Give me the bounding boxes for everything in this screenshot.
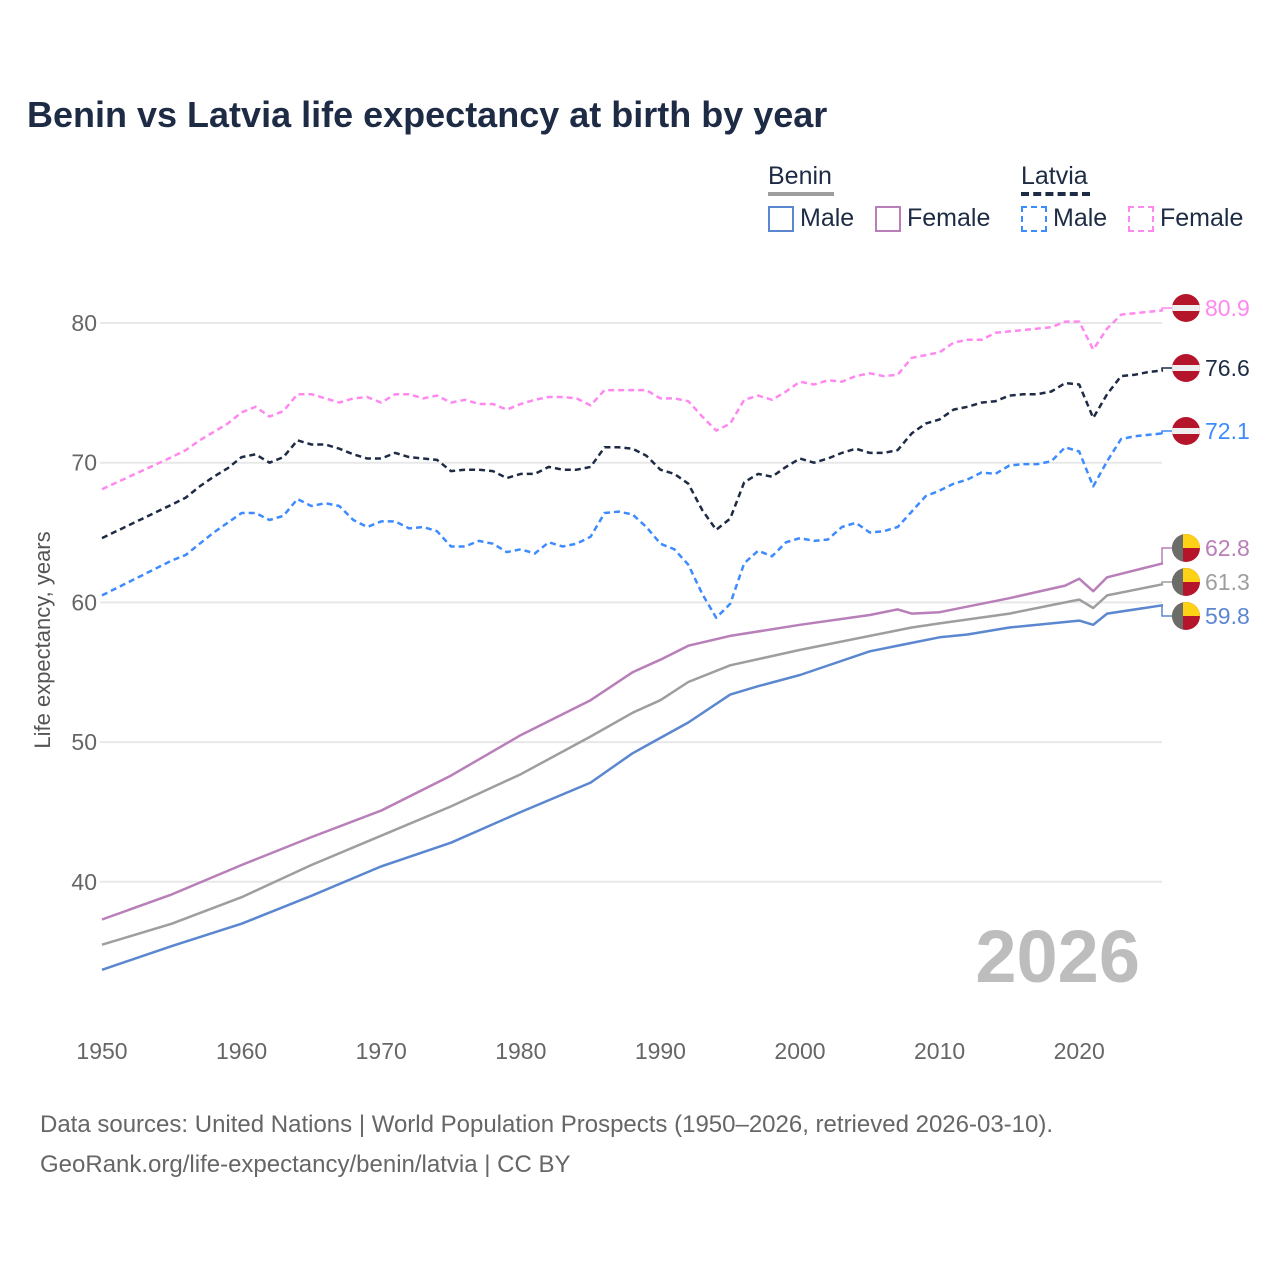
x-tick-label: 1950 <box>76 1038 127 1064</box>
legend-label: Male <box>1053 204 1108 232</box>
legend-label: Male <box>800 204 855 232</box>
attribution-link[interactable]: GeoRank.org/life-expectancy/benin/latvia… <box>40 1151 571 1178</box>
legend-item-benin-female[interactable]: Female <box>875 204 990 233</box>
end-value-label: 61.3 <box>1205 569 1250 595</box>
flag-body <box>1172 294 1200 322</box>
legend-item-benin-male[interactable]: Male <box>768 204 854 233</box>
end-value-label: 80.9 <box>1205 295 1250 321</box>
legend-item-latvia-female[interactable]: Female <box>1128 204 1243 233</box>
flag-green <box>1172 534 1183 562</box>
legend-swatch-icon <box>1021 205 1047 232</box>
flag-white <box>1172 428 1200 434</box>
y-tick-label: 50 <box>71 729 97 755</box>
flag-yellow <box>1183 602 1200 616</box>
latvia-flag-icon <box>1172 417 1200 445</box>
end-connector <box>1161 307 1172 312</box>
end-connector <box>1161 367 1172 372</box>
flag-green <box>1172 568 1183 596</box>
legend-dashed-line-icon <box>1021 192 1090 196</box>
legend-item-latvia-male[interactable]: Male <box>1021 204 1107 233</box>
legend-solid-line-icon <box>768 192 834 196</box>
legend-swatch-icon <box>768 205 794 232</box>
benin-flag-icon <box>1172 534 1200 562</box>
flag-yellow <box>1183 534 1200 548</box>
legend-label: Female <box>907 204 991 232</box>
chart-title: Benin vs Latvia life expectancy at birth… <box>27 94 828 135</box>
end-value-label: 59.8 <box>1205 603 1250 629</box>
x-tick-label: 1970 <box>356 1038 407 1064</box>
flag-white <box>1172 365 1200 371</box>
flag-green <box>1172 602 1183 630</box>
series-line-latvia-female <box>101 309 1164 491</box>
end-connector <box>1161 430 1172 435</box>
flag-body <box>1172 354 1200 382</box>
flag-body <box>1172 568 1200 596</box>
flag-body <box>1172 417 1200 445</box>
x-tick-label: 2020 <box>1054 1038 1105 1064</box>
y-tick-label: 60 <box>71 589 97 615</box>
flag-body <box>1172 602 1200 630</box>
series-line-latvia-male <box>101 432 1164 620</box>
y-axis-label: Life expectancy, years <box>30 531 55 748</box>
legend-group-latvia: Latvia <box>1021 162 1090 196</box>
latvia-flag-icon <box>1172 354 1200 382</box>
series-line-benin-female <box>101 562 1164 921</box>
series-line-latvia <box>101 369 1164 540</box>
y-tick-label: 40 <box>71 869 97 895</box>
x-tick-label: 2000 <box>774 1038 825 1064</box>
x-tick-label: 1960 <box>216 1038 267 1064</box>
legend-group-benin: Benin <box>768 162 834 196</box>
source-text: Data sources: United Nations | World Pop… <box>40 1111 1054 1138</box>
x-tick-label: 2010 <box>914 1038 965 1064</box>
end-value-label: 76.6 <box>1205 355 1250 381</box>
latvia-flag-icon <box>1172 294 1200 322</box>
y-tick-label: 70 <box>71 450 97 476</box>
series-line-benin-male <box>101 603 1164 971</box>
end-connector <box>1161 581 1172 585</box>
flag-yellow <box>1183 568 1200 582</box>
end-connector <box>1161 604 1172 617</box>
legend-swatch-icon <box>1128 205 1154 232</box>
footer: Data sources: United Nations | World Pop… <box>40 1105 1053 1185</box>
series-line-benin <box>101 582 1164 946</box>
x-tick-label: 1990 <box>635 1038 686 1064</box>
legend-swatch-icon <box>875 205 901 232</box>
benin-flag-icon <box>1172 602 1200 630</box>
x-tick-label: 1980 <box>495 1038 546 1064</box>
year-watermark: 2026 <box>975 915 1140 998</box>
benin-flag-icon <box>1172 568 1200 596</box>
flag-white <box>1172 305 1200 311</box>
y-tick-label: 80 <box>71 310 97 336</box>
end-connector <box>1161 547 1172 565</box>
legend-label: Female <box>1160 204 1244 232</box>
end-value-label: 62.8 <box>1205 535 1250 561</box>
flag-body <box>1172 534 1200 562</box>
legend-group-label: Benin <box>768 162 832 190</box>
end-value-label: 72.1 <box>1205 418 1250 444</box>
legend-group-label: Latvia <box>1021 162 1088 190</box>
